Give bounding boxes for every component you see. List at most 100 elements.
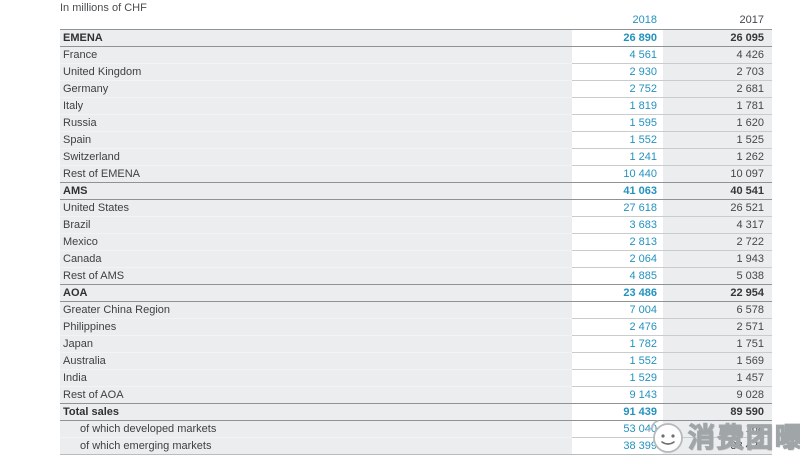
value-2017: 1 943 — [663, 250, 772, 268]
sales-by-region-table: 2018 2017 EMENA 26 890 26 095 France 4 561 4 … — [60, 13, 772, 455]
value-2017: 2 703 — [663, 63, 772, 81]
table-body: EMENA 26 890 26 095 France 4 561 4 426 United … — [60, 29, 772, 455]
table-row: Spain 1 552 1 525 — [60, 131, 772, 149]
row-label: Spain — [60, 131, 572, 149]
value-2017: 6 578 — [663, 301, 772, 319]
table-row: Rest of AOA 9 143 9 028 — [60, 386, 772, 404]
value-2018: 1 595 — [572, 114, 663, 132]
value-2017: 22 954 — [663, 284, 772, 302]
value-2017: 1 781 — [663, 97, 772, 115]
table-row: Mexico 2 813 2 722 — [60, 233, 772, 251]
value-2018: 1 782 — [572, 335, 663, 353]
value-2018: 2 813 — [572, 233, 663, 251]
table-row: Italy 1 819 1 781 — [60, 97, 772, 115]
value-2018: 4 885 — [572, 267, 663, 285]
table-row: Canada 2 064 1 943 — [60, 250, 772, 268]
table-row: of which developed markets 53 040 51 168 — [60, 420, 772, 438]
value-2018: 10 440 — [572, 165, 663, 183]
value-2017: 51 168 — [663, 420, 772, 438]
row-label: Canada — [60, 250, 572, 268]
value-2017: 1 751 — [663, 335, 772, 353]
value-2017: 26 521 — [663, 199, 772, 217]
row-label: Total sales — [60, 403, 572, 421]
value-2018: 1 241 — [572, 148, 663, 166]
value-2017: 1 525 — [663, 131, 772, 149]
row-label: EMENA — [60, 29, 572, 47]
value-2017: 1 457 — [663, 369, 772, 387]
table-row: Russia 1 595 1 620 — [60, 114, 772, 132]
table-row: Brazil 3 683 4 317 — [60, 216, 772, 234]
value-2018: 2 476 — [572, 318, 663, 336]
table-row: EMENA 26 890 26 095 — [60, 29, 772, 47]
value-2018: 53 040 — [572, 420, 663, 438]
row-label: Russia — [60, 114, 572, 132]
table-row: AMS 41 063 40 541 — [60, 182, 772, 200]
unit-note: In millions of CHF — [60, 2, 147, 14]
row-label: AMS — [60, 182, 572, 200]
table-row: Rest of EMENA 10 440 10 097 — [60, 165, 772, 183]
value-2018: 27 618 — [572, 199, 663, 217]
table-row: France 4 561 4 426 — [60, 46, 772, 64]
table-row: Total sales 91 439 89 590 — [60, 403, 772, 421]
value-2018: 2 064 — [572, 250, 663, 268]
value-2018: 1 552 — [572, 131, 663, 149]
value-2018: 1 819 — [572, 97, 663, 115]
value-2018: 2 930 — [572, 63, 663, 81]
value-2017: 40 541 — [663, 182, 772, 200]
value-2018: 1 529 — [572, 369, 663, 387]
header-row: 2018 2017 — [60, 13, 772, 30]
table-row: United States 27 618 26 521 — [60, 199, 772, 217]
value-2017: 89 590 — [663, 403, 772, 421]
value-2018: 4 561 — [572, 46, 663, 64]
row-label: United States — [60, 199, 572, 217]
value-2018: 91 439 — [572, 403, 663, 421]
header-spacer — [60, 13, 572, 30]
value-2017: 2 571 — [663, 318, 772, 336]
row-label: Greater China Region — [60, 301, 572, 319]
row-label: Japan — [60, 335, 572, 353]
table-row: Rest of AMS 4 885 5 038 — [60, 267, 772, 285]
table-row: Japan 1 782 1 751 — [60, 335, 772, 353]
row-label: India — [60, 369, 572, 387]
row-label: of which emerging markets — [60, 437, 572, 455]
table-row: Greater China Region 7 004 6 578 — [60, 301, 772, 319]
value-2017: 1 262 — [663, 148, 772, 166]
value-2017: 9 028 — [663, 386, 772, 404]
value-2017: 4 426 — [663, 46, 772, 64]
row-label: of which developed markets — [60, 420, 572, 438]
value-2017: 1 620 — [663, 114, 772, 132]
value-2018: 7 004 — [572, 301, 663, 319]
value-2018: 38 399 — [572, 437, 663, 455]
value-2017: 4 317 — [663, 216, 772, 234]
value-2018: 2 752 — [572, 80, 663, 98]
value-2018: 9 143 — [572, 386, 663, 404]
row-label: Rest of EMENA — [60, 165, 572, 183]
row-label: Italy — [60, 97, 572, 115]
row-label: Philippines — [60, 318, 572, 336]
row-label: Rest of AMS — [60, 267, 572, 285]
table-row: of which emerging markets 38 399 38 422 — [60, 437, 772, 455]
value-2018: 3 683 — [572, 216, 663, 234]
row-label: Mexico — [60, 233, 572, 251]
value-2017: 10 097 — [663, 165, 772, 183]
row-label: United Kingdom — [60, 63, 572, 81]
row-label: Rest of AOA — [60, 386, 572, 404]
row-label: Germany — [60, 80, 572, 98]
table-row: Germany 2 752 2 681 — [60, 80, 772, 98]
row-label: Switzerland — [60, 148, 572, 166]
value-2018: 26 890 — [572, 29, 663, 47]
value-2017: 1 569 — [663, 352, 772, 370]
column-header-2017: 2017 — [663, 13, 772, 30]
row-label: France — [60, 46, 572, 64]
column-header-2018: 2018 — [572, 13, 663, 30]
table-row: AOA 23 486 22 954 — [60, 284, 772, 302]
value-2017: 26 095 — [663, 29, 772, 47]
table-row: United Kingdom 2 930 2 703 — [60, 63, 772, 81]
table-row: Philippines 2 476 2 571 — [60, 318, 772, 336]
value-2018: 41 063 — [572, 182, 663, 200]
value-2017: 5 038 — [663, 267, 772, 285]
row-label: AOA — [60, 284, 572, 302]
table-row: India 1 529 1 457 — [60, 369, 772, 387]
table-row: Switzerland 1 241 1 262 — [60, 148, 772, 166]
